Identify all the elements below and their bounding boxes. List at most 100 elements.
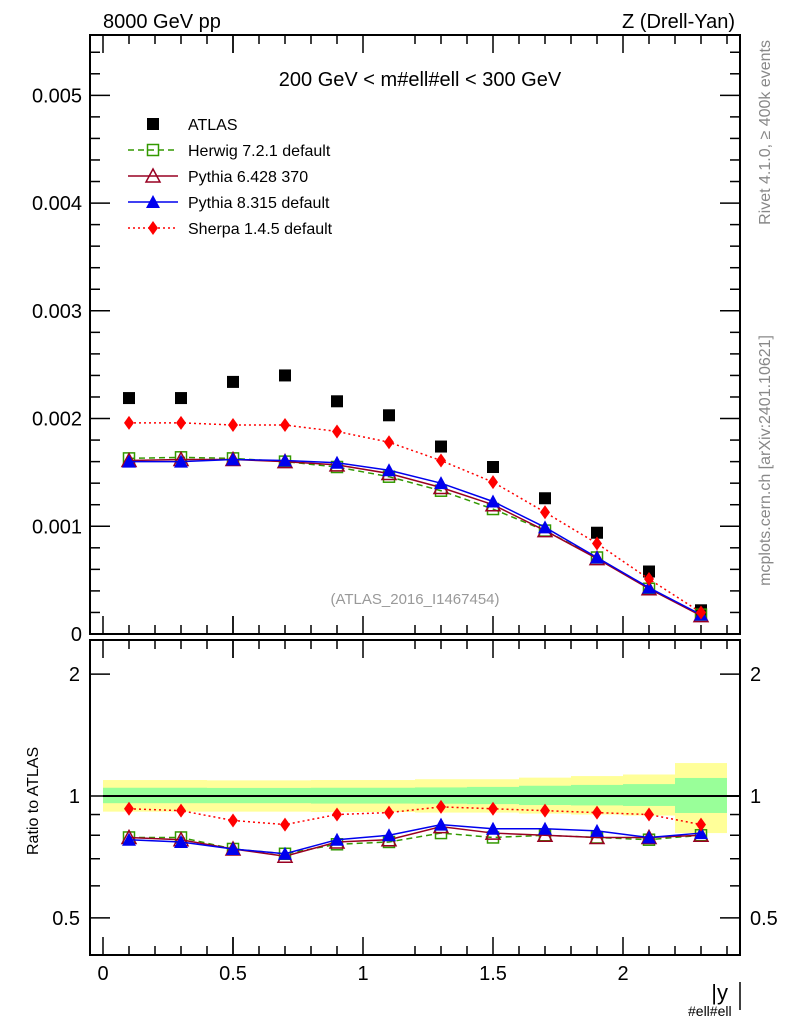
data-point-sherpa-1-4-5-default [176,415,186,430]
ratio-point-sherpa-1-4-5-default [436,799,446,814]
rivet-label: Rivet 4.1.0, ≥ 400k events [757,40,774,225]
ratio-point-pythia-8-315-default [590,823,604,837]
ratio-point-sherpa-1-4-5-default [176,803,186,818]
legend-marker [144,167,162,183]
data-point-sherpa-1-4-5-default [332,424,342,439]
data-point-sherpa-1-4-5-default [488,475,498,490]
data-point-atlas [331,395,343,408]
ratio-y-tick-label-right: 1 [750,786,761,808]
legend-marker [146,195,160,208]
analysis-watermark: (ATLAS_2016_I1467454) [330,591,499,608]
data-point-pythia-8-315-default [642,580,656,594]
data-point-sherpa-1-4-5-default [696,605,706,620]
series-line-sherpa-1-4-5-default [129,422,702,614]
data-point-atlas [487,461,499,474]
ratio-y-axis-label: Ratio to ATLAS [25,747,42,855]
ratio-point-sherpa-1-4-5-default [540,803,550,818]
data-point-sherpa-1-4-5-default [228,417,238,432]
ratio-point-pythia-8-315-default [694,826,708,840]
data-point-pythia-8-315-default [174,454,188,468]
data-point-atlas [591,526,603,539]
ratio-point-pythia-8-315-default [330,832,344,846]
ratio-line-pythia-6-428-370 [128,825,702,858]
ratio-point-pythia-8-315-default [278,846,292,860]
ratio-point-pythia-8-315-default [538,821,552,835]
data-point-sherpa-1-4-5-default [540,505,550,520]
series-line-pythia-8-315-default [129,458,702,616]
ratio-point-pythia-8-315-default [434,817,448,831]
data-point-atlas [643,565,655,578]
data-point-pythia-8-315-default [278,453,292,467]
header-left: 8000 GeV pp [103,11,221,33]
data-point-atlas [383,409,395,422]
ratio-y-tick-label: 1 [69,786,80,808]
ratio-point-sherpa-1-4-5-default [280,817,290,832]
header-right: Z (Drell-Yan) [622,11,735,33]
data-point-pythia-8-315-default [590,550,604,564]
data-point-pythia-8-315-default [382,463,396,477]
ratio-y-tick-label-right: 2 [750,664,761,686]
ratio-point-sherpa-1-4-5-default [124,801,134,816]
legend-label: ATLAS [188,117,238,134]
data-point-atlas [279,369,291,382]
ratio-point-pythia-8-315-default [486,821,500,835]
data-point-atlas [227,375,239,388]
data-point-atlas [539,492,551,505]
y-tick-label: 0.001 [32,516,82,538]
legend-label: Pythia 6.428 370 [188,169,308,186]
ratio-line-herwig-7-2-1-default [129,832,702,855]
y-tick-label: 0.005 [32,85,82,107]
ratio-point-pythia-8-315-default [642,830,656,844]
data-point-sherpa-1-4-5-default [436,453,446,468]
ratio-point-pythia-8-315-default [174,834,188,848]
plot-title: 200 GeV < m#ell#ell < 300 GeV [279,69,562,91]
y-tick-label: 0.003 [32,301,82,323]
data-point-sherpa-1-4-5-default [592,536,602,551]
data-point-sherpa-1-4-5-default [644,572,654,587]
data-point-atlas [123,392,135,405]
x-tick-label: 1 [357,963,368,985]
y-tick-label: 0.002 [32,409,82,431]
ratio-point-sherpa-1-4-5-default [644,807,654,822]
x-tick-label: 2 [617,963,628,985]
ratio-y-tick-label-right: 0.5 [750,908,778,930]
legend-label: Pythia 8.315 default [188,195,330,212]
x-tick-label: 1.5 [479,963,507,985]
legend-marker [148,221,158,235]
ratio-point-pythia-8-315-default [382,828,396,842]
data-point-atlas [175,392,187,405]
x-tick-label: 0.5 [219,963,247,985]
y-tick-label: 0 [71,624,82,646]
ratio-point-sherpa-1-4-5-default [228,813,238,828]
mcplots-label: mcplots.cern.ch [arXiv:2401.10621] [757,335,774,586]
legend-marker [146,143,160,157]
x-axis-label-sub: #ell#ell [688,1003,732,1019]
ratio-point-pythia-6-428-370 [588,828,606,845]
data-point-sherpa-1-4-5-default [384,435,394,450]
data-point-pythia-8-315-default [122,454,136,468]
data-point-pythia-8-315-default [538,520,552,534]
data-point-pythia-8-315-default [330,455,344,469]
data-point-sherpa-1-4-5-default [280,417,290,432]
ratio-line-pythia-8-315-default [128,823,702,855]
x-tick-label: 0 [97,963,108,985]
ratio-point-sherpa-1-4-5-default [332,807,342,822]
data-point-pythia-8-315-default [226,452,240,466]
y-tick-label: 0.004 [32,193,82,215]
ratio-point-sherpa-1-4-5-default [384,805,394,820]
ratio-point-sherpa-1-4-5-default [488,801,498,816]
ratio-point-pythia-8-315-default [226,841,240,855]
legend-marker [147,118,159,130]
legend-label: Sherpa 1.4.5 default [188,221,333,238]
legend-label: Herwig 7.2.1 default [188,143,331,160]
data-point-pythia-8-315-default [434,476,448,490]
data-point-pythia-8-315-default [486,494,500,508]
x-axis-label: |y [711,980,728,1005]
ratio-point-pythia-8-315-default [122,832,136,846]
data-point-sherpa-1-4-5-default [124,415,134,430]
ratio-line-sherpa-1-4-5-default [128,806,702,826]
data-point-atlas [435,440,447,453]
ratio-point-sherpa-1-4-5-default [696,817,706,832]
